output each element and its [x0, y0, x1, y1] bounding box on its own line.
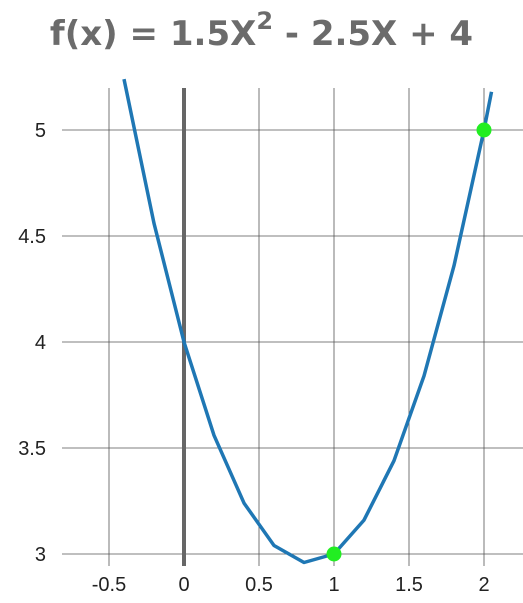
x-tick-label: -0.5	[92, 574, 126, 596]
title-suffix: - 2.5X + 4	[273, 14, 474, 54]
y-tick-label: 3.5	[18, 438, 46, 460]
grid-lines	[62, 88, 523, 566]
title-exponent: 2	[256, 6, 274, 35]
x-tick-labels: -0.5 0 0.5 1 1.5 2	[92, 574, 490, 596]
highlight-point	[476, 122, 492, 138]
y-tick-label: 3	[35, 544, 46, 566]
x-tick-label: 0.5	[245, 574, 273, 596]
y-tick-label: 4	[35, 332, 46, 354]
x-tick-label: 1.5	[395, 574, 423, 596]
function-curve	[122, 78, 494, 565]
series-group	[122, 78, 494, 565]
highlight-points	[326, 122, 492, 562]
y-tick-label: 5	[35, 120, 46, 142]
y-tick-labels: 3 3.5 4 4.5 5	[18, 120, 46, 566]
x-tick-label: 0	[178, 574, 189, 596]
title-prefix: f(x) = 1.5X	[49, 14, 257, 54]
x-tick-label: 1	[328, 574, 339, 596]
highlight-point	[326, 546, 342, 562]
x-tick-label: 2	[478, 574, 489, 596]
y-tick-label: 4.5	[18, 226, 46, 248]
chart-title: f(x) = 1.5X2 - 2.5X + 4	[0, 9, 523, 54]
